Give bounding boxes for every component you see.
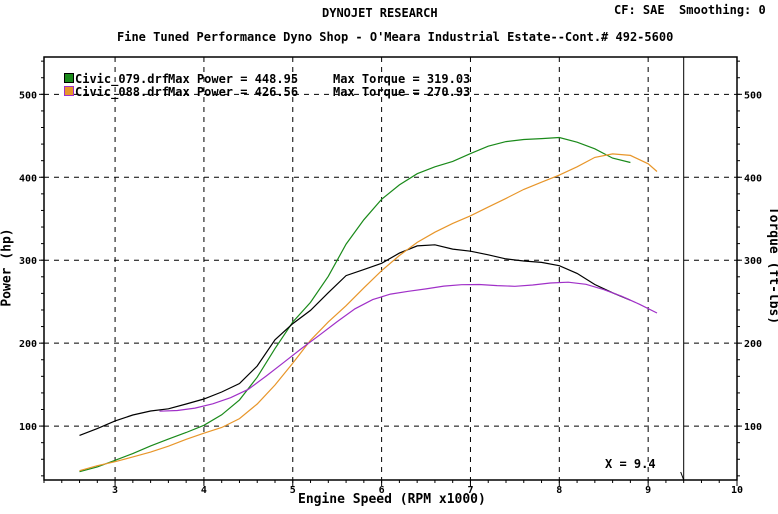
x-tick-label: 10: [731, 485, 743, 496]
y-tick-label-right: 100: [744, 422, 762, 433]
legend-power-1: Max Power = 448.95: [168, 72, 299, 86]
y-tick-label-right: 200: [744, 339, 762, 350]
x-tick-label: 9: [645, 485, 651, 496]
x-tick-label: 8: [556, 485, 562, 496]
x-tick-label: 4: [201, 485, 207, 496]
legend-file-1: Civic_079.drf: [75, 72, 169, 86]
legend-torque-2: Max Torque = 270.93: [333, 85, 471, 99]
y-tick-label-left: 200: [19, 339, 37, 350]
y-tick-label-right: 300: [744, 256, 762, 267]
series-line-4: [159, 281, 658, 412]
data-series: [79, 136, 658, 473]
y-tick-label-left: 500: [19, 90, 37, 101]
legend-swatch-2: [64, 86, 74, 96]
x-tick-label: 7: [467, 485, 473, 496]
cursor-line[interactable]: [680, 57, 685, 481]
y-tick-label-left: 300: [19, 256, 37, 267]
x-axis-label: Engine Speed (RPM x1000): [298, 492, 486, 507]
series-line-2: [79, 244, 631, 436]
legend-swatch-1: [64, 73, 74, 83]
grid-lines: [44, 57, 737, 480]
x-tick-label: 5: [290, 485, 296, 496]
chart-subtitle: Fine Tuned Performance Dyno Shop - O'Mea…: [117, 30, 674, 44]
y-axis-label-right: Torque (ft-lbs): [766, 206, 778, 325]
settings-text: CF: SAE Smoothing: 0: [614, 3, 766, 17]
axis-ticks: 3 4 5 6 7 8 9 10 100 100 200 200 300 300 400 400 500 500: [19, 60, 762, 496]
cursor-pointer: [680, 471, 685, 481]
y-tick-label-left: 100: [19, 422, 37, 433]
legend-power-2: Max Power = 426.56: [168, 85, 299, 99]
y-tick-label-left: 400: [19, 173, 37, 184]
y-tick-label-right: 400: [744, 173, 762, 184]
legend-file-2: Civic_088.drf: [75, 85, 169, 99]
series-line-1: [79, 136, 631, 473]
y-axis-label-left: Power (hp): [0, 228, 15, 307]
cursor-label: X = 9.4: [605, 457, 656, 471]
x-tick-label: 3: [112, 485, 118, 496]
series-line-3: [79, 153, 658, 472]
legend-torque-1: Max Torque = 319.03: [333, 72, 471, 86]
y-tick-label-right: 500: [744, 90, 762, 101]
x-tick-label: 6: [379, 485, 385, 496]
chart-title: DYNOJET RESEARCH: [322, 6, 438, 20]
plot-area: [43, 56, 738, 481]
plot-frame: [43, 56, 738, 481]
